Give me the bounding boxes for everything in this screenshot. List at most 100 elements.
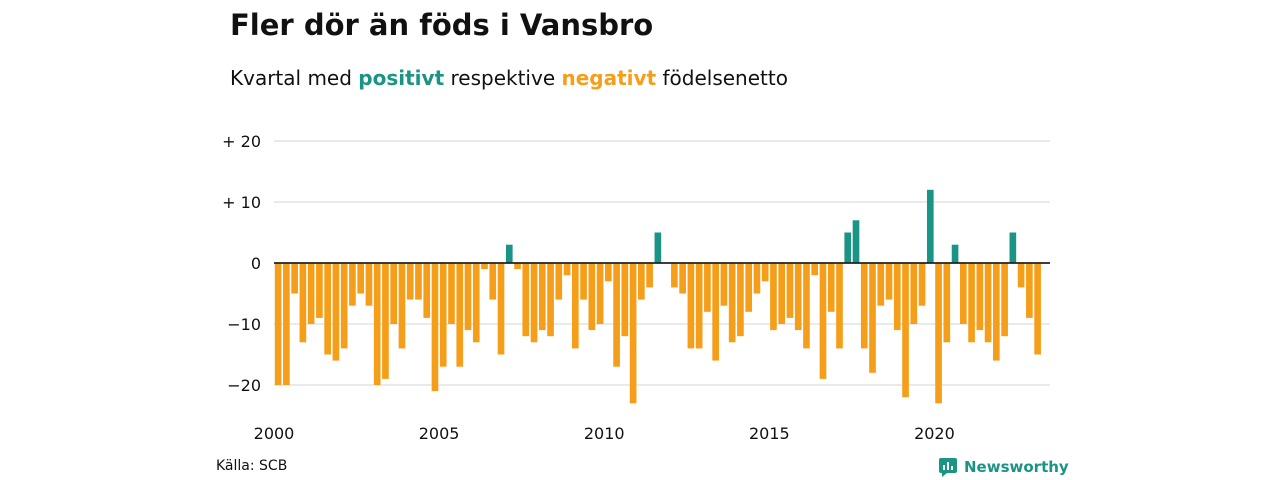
bar-negative <box>373 263 381 385</box>
bar-negative <box>968 263 975 343</box>
bar-negative <box>770 263 777 331</box>
y-axis-labels: + 20 + 10 0 −10 −20 <box>222 132 261 395</box>
bar-positive <box>926 189 934 263</box>
bar-negative <box>984 263 992 343</box>
bar-negative <box>827 263 835 312</box>
bar-negative <box>1017 263 1025 288</box>
y-tick-label: −20 <box>227 376 261 395</box>
bar-negative <box>1026 263 1033 318</box>
bar-negative <box>563 263 571 276</box>
bar-negative <box>761 263 769 282</box>
bar-negative <box>935 263 942 404</box>
bar-negative <box>885 263 893 300</box>
bar-negative <box>299 263 307 343</box>
bar-negative <box>448 263 455 324</box>
bar-negative <box>737 263 744 337</box>
y-tick-label: 0 <box>251 254 261 273</box>
bar-negative <box>274 263 282 385</box>
bar-negative <box>349 263 356 306</box>
bar-negative <box>794 263 802 331</box>
bar-negative <box>555 263 563 300</box>
bar-negative <box>365 263 373 306</box>
bar-positive <box>505 244 513 263</box>
bar-negative <box>712 263 719 361</box>
bar-negative <box>704 263 711 312</box>
bar-negative <box>910 263 918 324</box>
bar-negative <box>638 263 645 300</box>
bar-negative <box>819 263 827 379</box>
brand-logo[interactable]: Newsworthy <box>938 457 1069 477</box>
chart-title: Fler dör än föds i Vansbro <box>230 8 654 42</box>
bar-negative <box>332 263 340 361</box>
x-tick-label: 2010 <box>584 424 625 443</box>
bar-positive <box>951 244 959 263</box>
bar-negative <box>316 263 323 318</box>
subtitle-middle: respektive <box>450 66 556 90</box>
bar-negative <box>522 263 530 337</box>
y-tick-label: + 10 <box>222 193 261 212</box>
bars <box>274 189 1041 404</box>
bar-negative <box>472 263 480 343</box>
bar-positive <box>844 232 852 263</box>
bar-negative <box>580 263 587 300</box>
bar-negative <box>588 263 596 331</box>
bar-negative <box>728 263 736 343</box>
bar-negative <box>629 263 637 404</box>
bar-negative <box>398 263 406 349</box>
bar-negative <box>811 263 819 276</box>
bar-negative <box>382 263 389 379</box>
bar-negative <box>976 263 984 331</box>
bar-negative <box>456 263 464 367</box>
bar-negative <box>481 263 488 270</box>
bar-negative <box>1034 263 1041 355</box>
bar-negative <box>918 263 926 306</box>
bar-negative <box>415 263 422 300</box>
bar-negative <box>695 263 703 349</box>
bar-negative <box>679 263 686 294</box>
bar-negative <box>646 263 653 288</box>
bar-negative <box>291 263 298 294</box>
subtitle-negative-keyword: negativt <box>561 66 657 90</box>
bar-negative <box>547 263 554 337</box>
bar-positive <box>654 232 662 263</box>
bar-negative <box>803 263 810 349</box>
bar-negative <box>860 263 868 349</box>
y-tick-label: + 20 <box>222 132 261 151</box>
bar-negative <box>778 263 786 324</box>
x-tick-label: 2015 <box>749 424 790 443</box>
bar-negative <box>836 263 843 349</box>
x-axis-labels: 2000 2005 2010 2015 2020 <box>254 424 955 443</box>
bar-negative <box>431 263 439 392</box>
bar-negative <box>514 263 521 270</box>
bar-negative <box>621 263 629 337</box>
bar-negative <box>530 263 538 343</box>
bar-negative <box>902 263 909 398</box>
bar-negative <box>497 263 505 355</box>
subtitle-suffix: födelsenetto <box>662 66 788 90</box>
bar-negative <box>877 263 885 306</box>
bar-negative <box>423 263 431 318</box>
bar-negative <box>307 263 315 324</box>
bar-negative <box>489 263 497 300</box>
source-note: Källa: SCB <box>216 458 288 474</box>
bar-negative <box>943 263 951 343</box>
bar-negative <box>357 263 365 294</box>
bar-negative <box>464 263 472 331</box>
bar-negative <box>596 263 604 324</box>
bar-negative <box>745 263 753 312</box>
newsworthy-logo-icon <box>939 458 957 477</box>
bar-positive <box>1009 232 1017 263</box>
bar-negative <box>671 263 678 288</box>
bar-negative <box>959 263 967 324</box>
bar-negative <box>340 263 348 349</box>
bar-negative <box>538 263 546 331</box>
subtitle-positive-keyword: positivt <box>358 66 445 90</box>
bar-negative <box>893 263 901 331</box>
bar-negative <box>993 263 1000 361</box>
y-tick-label: −10 <box>227 315 261 334</box>
bar-negative <box>283 263 290 385</box>
brand-name: Newsworthy <box>964 458 1069 476</box>
x-tick-label: 2005 <box>419 424 460 443</box>
bar-negative <box>390 263 398 324</box>
